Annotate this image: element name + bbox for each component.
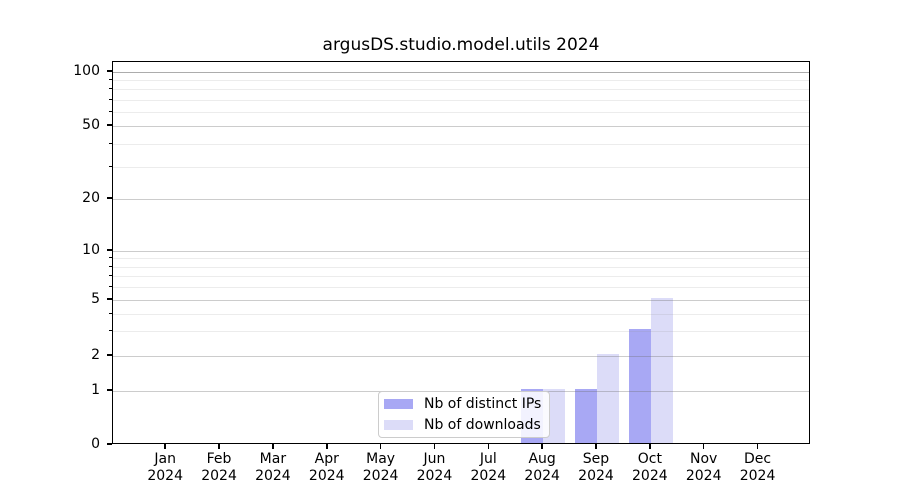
distinct-ips-bar [575, 389, 597, 443]
y-minor-tick-mark [109, 142, 112, 144]
x-tick-mark [541, 444, 543, 449]
x-tick-label: Mar 2024 [255, 451, 291, 484]
y-tick-label: 5 [91, 291, 100, 307]
x-tick-mark [487, 444, 490, 449]
minor-gridline [113, 287, 809, 289]
y-minor-tick-mark [109, 330, 112, 332]
x-tick-label: Jul 2024 [470, 451, 507, 484]
x-tick-mark [595, 444, 597, 449]
downloads-swatch-icon [384, 420, 413, 430]
y-minor-tick-mark [109, 286, 112, 288]
major-gridline [113, 300, 809, 301]
y-tick-mark [107, 70, 112, 72]
x-tick-mark [164, 444, 166, 449]
y-tick-label: 1 [91, 382, 100, 398]
y-tick-label: 10 [82, 242, 100, 258]
chart-title: argusDS.studio.model.utils 2024 [322, 35, 600, 55]
x-tick-mark [326, 444, 328, 449]
x-tick-label: May 2024 [362, 451, 399, 484]
y-tick-label: 100 [73, 63, 100, 79]
x-tick-label: Nov 2024 [685, 451, 722, 484]
y-minor-tick-mark [109, 312, 112, 314]
minor-gridline [113, 166, 809, 168]
legend-label: Nb of downloads [424, 417, 541, 433]
y-minor-tick-mark [109, 98, 112, 100]
x-tick-label: Apr 2024 [308, 451, 345, 484]
y-minor-tick-mark [109, 79, 112, 81]
downloads-bar [597, 354, 619, 443]
plot-area [112, 61, 810, 444]
y-tick-label: 20 [82, 190, 100, 206]
major-gridline [113, 251, 809, 252]
y-tick-label: 50 [82, 117, 100, 133]
y-minor-tick-mark [109, 88, 112, 90]
y-tick-mark [107, 197, 112, 199]
major-gridline [113, 72, 809, 73]
minor-gridline [113, 266, 809, 268]
y-tick-mark [107, 389, 112, 391]
x-tick-label: Oct 2024 [632, 451, 668, 484]
minor-gridline [113, 80, 809, 82]
legend: Nb of distinct IPs Nb of downloads [378, 391, 550, 438]
y-tick-mark [107, 354, 112, 356]
y-tick-mark [107, 443, 112, 445]
legend-label: Nb of distinct IPs [424, 396, 542, 412]
bars-layer [113, 62, 809, 443]
x-tick-mark [433, 444, 436, 449]
major-gridline [113, 356, 809, 357]
minor-gridline [113, 111, 809, 113]
x-tick-mark [379, 444, 382, 449]
y-minor-tick-mark [109, 257, 112, 259]
y-tick-mark [107, 249, 112, 251]
distinct-ips-swatch-icon [384, 399, 413, 409]
minor-gridline [113, 258, 809, 260]
minor-gridline [113, 313, 809, 315]
minor-gridline [113, 331, 809, 333]
minor-gridline [113, 276, 809, 278]
x-tick-label: Dec 2024 [739, 451, 776, 484]
legend-item-downloads: Nb of downloads [379, 416, 549, 434]
y-tick-mark [107, 124, 112, 126]
distinct-ips-bar [628, 329, 651, 443]
x-tick-mark [272, 444, 274, 449]
y-tick-mark [107, 298, 112, 300]
x-tick-label: Sep 2024 [578, 451, 614, 484]
gridlines-layer [113, 62, 809, 443]
x-tick-label: Jan 2024 [147, 451, 183, 484]
y-tick-label: 0 [91, 436, 100, 452]
x-tick-mark [756, 444, 759, 449]
x-tick-label: Jun 2024 [416, 451, 453, 484]
x-tick-mark [218, 444, 220, 449]
x-tick-label: Feb 2024 [201, 451, 237, 484]
y-minor-tick-mark [109, 165, 112, 167]
minor-gridline [113, 143, 809, 145]
y-minor-tick-mark [109, 110, 112, 112]
x-tick-mark [702, 444, 705, 449]
y-minor-tick-mark [109, 265, 112, 267]
x-tick-label: Aug 2024 [524, 451, 560, 484]
y-tick-label: 2 [91, 347, 100, 363]
x-tick-mark [649, 444, 651, 449]
downloads-bar [650, 298, 673, 443]
legend-item-distinct-ips: Nb of distinct IPs [379, 395, 549, 413]
y-minor-tick-mark [109, 275, 112, 277]
minor-gridline [113, 89, 809, 91]
major-gridline [113, 199, 809, 200]
minor-gridline [113, 99, 809, 101]
major-gridline [113, 126, 809, 127]
